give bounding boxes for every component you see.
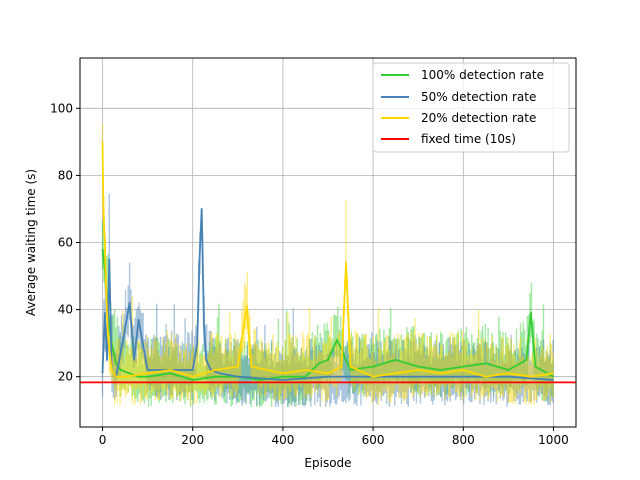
x-axis-label: Episode: [304, 456, 351, 470]
per-episode-noise: [101, 123, 554, 407]
y-axis-label: Average waiting time (s): [24, 169, 38, 316]
y-tick-label: 60: [58, 236, 73, 250]
x-tick-label: 600: [362, 433, 385, 447]
series-line: [101, 141, 554, 378]
x-tick-label: 800: [452, 433, 475, 447]
x-axis-ticks: 0 200 400 600 800 1000: [99, 427, 569, 447]
series-lines: [80, 141, 576, 384]
x-tick-label: 200: [181, 433, 204, 447]
x-tick-label: 1000: [538, 433, 569, 447]
legend-label-100: 100% detection rate: [421, 68, 544, 82]
y-tick-label: 80: [58, 168, 73, 182]
y-tick-label: 100: [50, 101, 73, 115]
legend-label-20: 20% detection rate: [421, 111, 536, 125]
y-tick-label: 20: [58, 370, 73, 384]
x-tick-label: 0: [99, 433, 107, 447]
y-tick-label: 40: [58, 303, 73, 317]
series-line: [101, 249, 554, 381]
y-axis-ticks: 20 40 60 80 100: [50, 101, 80, 384]
x-tick-label: 400: [271, 433, 294, 447]
legend: 100% detection rate 50% detection rate 2…: [372, 62, 570, 153]
legend-label-fixed: fixed time (10s): [421, 132, 516, 146]
legend-box: [372, 62, 570, 153]
legend-label-50: 50% detection rate: [421, 90, 536, 104]
